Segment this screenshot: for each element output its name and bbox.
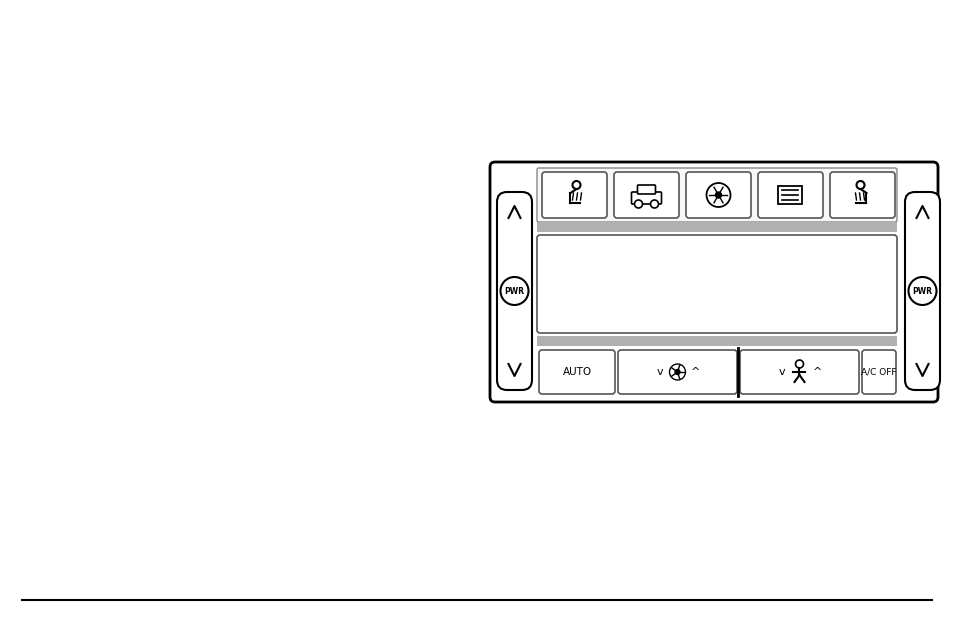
Bar — [537, 336, 896, 346]
Circle shape — [795, 360, 802, 368]
Circle shape — [500, 277, 528, 305]
FancyBboxPatch shape — [862, 350, 895, 394]
Bar — [537, 222, 896, 232]
Circle shape — [715, 192, 720, 198]
Circle shape — [634, 200, 641, 208]
FancyBboxPatch shape — [490, 162, 937, 402]
Text: ^: ^ — [812, 367, 821, 377]
Text: v: v — [778, 367, 784, 377]
Circle shape — [675, 370, 679, 375]
FancyBboxPatch shape — [497, 192, 532, 390]
Circle shape — [706, 183, 730, 207]
Text: AUTO: AUTO — [562, 367, 591, 377]
Text: PWR: PWR — [504, 286, 524, 296]
FancyBboxPatch shape — [537, 235, 896, 333]
FancyBboxPatch shape — [614, 172, 679, 218]
Text: v: v — [656, 367, 662, 377]
Text: A/C OFF: A/C OFF — [861, 368, 896, 377]
Text: ^: ^ — [690, 367, 700, 377]
FancyBboxPatch shape — [637, 185, 655, 194]
FancyBboxPatch shape — [631, 192, 660, 204]
FancyBboxPatch shape — [829, 172, 894, 218]
Bar — [778, 186, 801, 204]
FancyBboxPatch shape — [904, 192, 939, 390]
FancyBboxPatch shape — [541, 172, 606, 218]
Circle shape — [907, 277, 936, 305]
Circle shape — [650, 200, 658, 208]
FancyBboxPatch shape — [537, 168, 896, 222]
Text: PWR: PWR — [911, 286, 931, 296]
FancyBboxPatch shape — [538, 350, 615, 394]
FancyBboxPatch shape — [618, 350, 737, 394]
Circle shape — [572, 181, 579, 189]
FancyBboxPatch shape — [740, 350, 858, 394]
FancyBboxPatch shape — [758, 172, 822, 218]
Circle shape — [856, 181, 863, 189]
FancyBboxPatch shape — [685, 172, 750, 218]
